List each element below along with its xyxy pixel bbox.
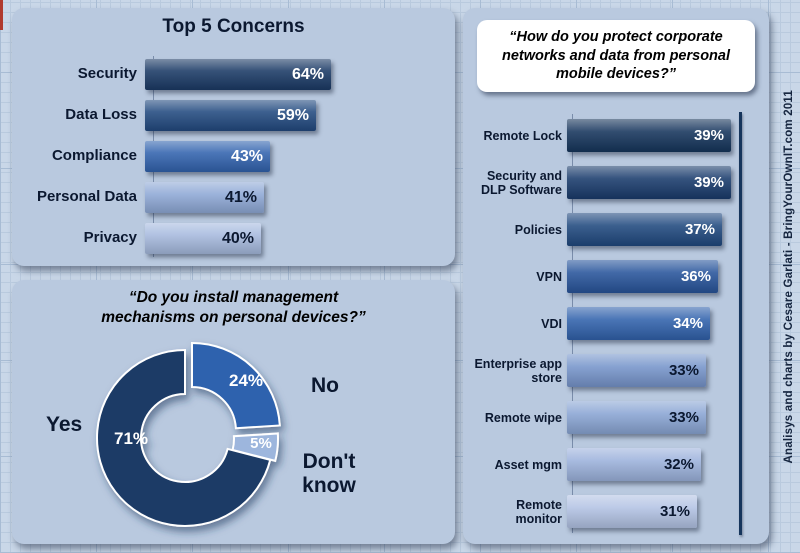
value-label: 59%: [276, 106, 309, 124]
category-label: Remote wipe: [484, 410, 562, 425]
bar-security-and-dlp-software: 39%: [567, 166, 731, 199]
value-label: 32%: [663, 456, 694, 473]
donut-chart-title: “Do you install management mechanisms on…: [101, 289, 366, 327]
bar-row-asset-mgm: Asset mgm 32%: [471, 441, 763, 488]
bar-track: 32%: [567, 448, 763, 481]
category-label: Privacy: [83, 229, 137, 247]
donut-slice-yes: [96, 348, 272, 527]
bar-track: 64%: [145, 59, 445, 90]
category-label: Enterprise app store: [474, 356, 562, 385]
bar-remote-wipe: 33%: [567, 401, 706, 434]
category-label: Data Loss: [65, 106, 137, 124]
value-label: 31%: [659, 503, 690, 520]
bar-track: 33%: [567, 401, 763, 434]
bar-row-security-and-dlp-software: Security and DLP Software 39%: [471, 159, 763, 206]
bar-row-vpn: VPN 36%: [471, 253, 763, 300]
bar-row-remote-wipe: Remote wipe 33%: [471, 394, 763, 441]
category-label: VPN: [536, 269, 562, 284]
bar-asset-mgm: 32%: [567, 448, 701, 481]
value-label: 33%: [668, 362, 699, 379]
value-label: 36%: [680, 268, 711, 285]
value-label: 40%: [221, 229, 254, 247]
value-label: 43%: [230, 147, 263, 165]
category-label: Personal Data: [36, 188, 137, 206]
value-label: 64%: [291, 65, 324, 83]
bar-track: 40%: [145, 223, 445, 254]
value-label: 37%: [684, 221, 715, 238]
bar-personal-data: 41%: [145, 182, 264, 213]
bar-remote-lock: 39%: [567, 119, 731, 152]
protection-chart-title: “How do you protect corporate networks a…: [477, 20, 755, 92]
donut-label-dont-know: Don't know: [302, 450, 356, 498]
bar-row-enterprise-app-store: Enterprise app store 33%: [471, 347, 763, 394]
category-label: Security: [77, 65, 137, 83]
bar-vpn: 36%: [567, 260, 718, 293]
value-label: 39%: [693, 127, 724, 144]
bar-track: 31%: [567, 495, 763, 528]
value-label: 34%: [672, 315, 703, 332]
protection-value-axis-line: [739, 112, 742, 535]
red-edge-mark: [0, 0, 3, 30]
bar-row-personal-data: Personal Data 41%: [22, 177, 445, 218]
bar-remote-monitor: 31%: [567, 495, 697, 528]
category-label: Remote Lock: [483, 128, 563, 143]
slice-value-label-don-t-know: 5%: [250, 435, 272, 452]
value-label: 39%: [693, 174, 724, 191]
donut-label-no: No: [311, 374, 339, 397]
top5-bar-chart: Security 64% Data Loss 59% Compliance 43% Pers…: [22, 54, 445, 259]
bar-security: 64%: [145, 59, 331, 90]
bar-row-policies: Policies 37%: [471, 206, 763, 253]
install-donut-chart: 24% 5% 71%: [96, 341, 281, 527]
protection-bar-chart: Remote Lock 39% Security and DLP Software 3…: [471, 112, 763, 535]
bar-enterprise-app-store: 33%: [567, 354, 706, 387]
bar-vdi: 34%: [567, 307, 710, 340]
category-label: Compliance: [51, 147, 137, 165]
category-label: VDI: [541, 316, 562, 331]
bar-track: 36%: [567, 260, 763, 293]
bar-track: 39%: [567, 119, 763, 152]
value-label: 33%: [668, 409, 699, 426]
bar-track: 59%: [145, 100, 445, 131]
protection-methods-panel: “How do you protect corporate networks a…: [463, 8, 769, 544]
bar-row-data-loss: Data Loss 59%: [22, 95, 445, 136]
bar-row-vdi: VDI 34%: [471, 300, 763, 347]
attribution-sidebar: Analisys and charts by Cesare Garlati - …: [780, 0, 798, 553]
category-label: Security and DLP Software: [480, 168, 562, 197]
bar-row-security: Security 64%: [22, 54, 445, 95]
slice-value-label-yes: 71%: [114, 429, 148, 448]
donut-label-yes: Yes: [46, 413, 83, 436]
donut-slice-no: [191, 341, 281, 430]
bar-row-remote-lock: Remote Lock 39%: [471, 112, 763, 159]
bar-track: 43%: [145, 141, 445, 172]
bar-row-privacy: Privacy 40%: [22, 218, 445, 259]
bar-data-loss: 59%: [145, 100, 316, 131]
bar-track: 34%: [567, 307, 763, 340]
bar-privacy: 40%: [145, 223, 261, 254]
bar-row-remote-monitor: Remote monitor 31%: [471, 488, 763, 535]
slice-value-label-no: 24%: [229, 371, 263, 390]
attribution-text: Analisys and charts by Cesare Garlati - …: [783, 89, 795, 464]
category-label: Policies: [514, 222, 562, 237]
category-label: Remote monitor: [515, 497, 562, 526]
category-label: Asset mgm: [494, 457, 562, 472]
bar-row-compliance: Compliance 43%: [22, 136, 445, 177]
top5-concerns-panel: Top 5 Concerns Security 64% Data Loss 59% Co…: [12, 8, 455, 266]
bar-policies: 37%: [567, 213, 722, 246]
bar-track: 39%: [567, 166, 763, 199]
value-label: 41%: [224, 188, 257, 206]
bar-track: 41%: [145, 182, 445, 213]
bar-track: 33%: [567, 354, 763, 387]
top5-chart-title: Top 5 Concerns: [162, 16, 305, 37]
bar-compliance: 43%: [145, 141, 270, 172]
bar-track: 37%: [567, 213, 763, 246]
install-mechanisms-panel: “Do you install management mechanisms on…: [12, 280, 455, 544]
